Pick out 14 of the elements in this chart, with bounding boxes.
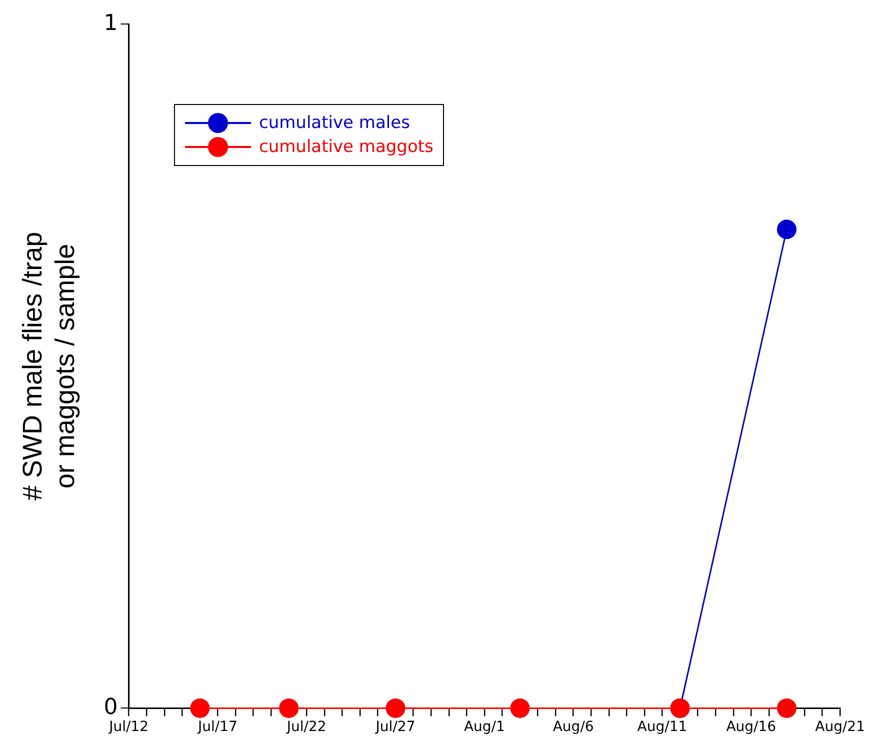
x-tick-label: Aug/1: [464, 719, 505, 736]
x-tick-label: Aug/16: [726, 719, 776, 736]
y-tick-label: 1: [104, 10, 118, 36]
legend-label: cumulative maggots: [259, 136, 434, 159]
x-tick-label: Jul/22: [286, 719, 326, 736]
x-tick-label: Aug/11: [637, 719, 688, 736]
legend-label: cumulative males: [259, 112, 410, 135]
x-tick-label: Jul/17: [196, 719, 238, 736]
x-tick-label: Jul/12: [108, 719, 149, 736]
y-tick-label: 0: [104, 694, 118, 720]
x-tick-label: Aug/21: [815, 719, 866, 736]
x-tick-label: Aug/6: [552, 719, 594, 736]
x-tick-label: Jul/27: [374, 719, 416, 736]
y-axis-title: # SWD male flies /trap or maggots / sample: [18, 232, 80, 500]
